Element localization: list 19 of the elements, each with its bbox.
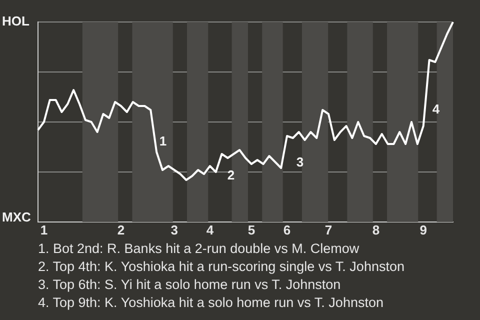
text: 4. Top 9th: K. Yoshioka hit a solo home run vs T. Johnston — [38, 294, 384, 312]
annotation: 3 — [296, 154, 304, 170]
text: 2. Top 4th: K. Yoshioka hit a run-scoring single vs T. Johnston — [38, 258, 404, 276]
x-tick-label: 5 — [248, 222, 256, 238]
text: HOL — [2, 14, 30, 29]
x-tick-label: 2 — [117, 222, 125, 238]
annotation: 2 — [227, 168, 235, 183]
x-tick-label: 4 — [206, 222, 214, 238]
x-tick-label: 3 — [170, 222, 178, 238]
annotation: 1 — [159, 134, 167, 149]
x-tick-label: 6 — [283, 222, 291, 238]
annotation: 4 — [432, 102, 440, 117]
x-tick-label: 8 — [372, 222, 380, 238]
text: 1. Bot 2nd: R. Banks hit a 2-run double vs M. Clemow — [38, 240, 360, 258]
x-tick-label: 1 — [40, 222, 48, 238]
x-tick-label: 7 — [324, 222, 332, 238]
text: MXC — [2, 210, 32, 225]
x-tick-label: 9 — [420, 222, 427, 238]
text: 3. Top 6th: S. Yi hit a solo home run vs T. Johnston — [38, 276, 342, 294]
